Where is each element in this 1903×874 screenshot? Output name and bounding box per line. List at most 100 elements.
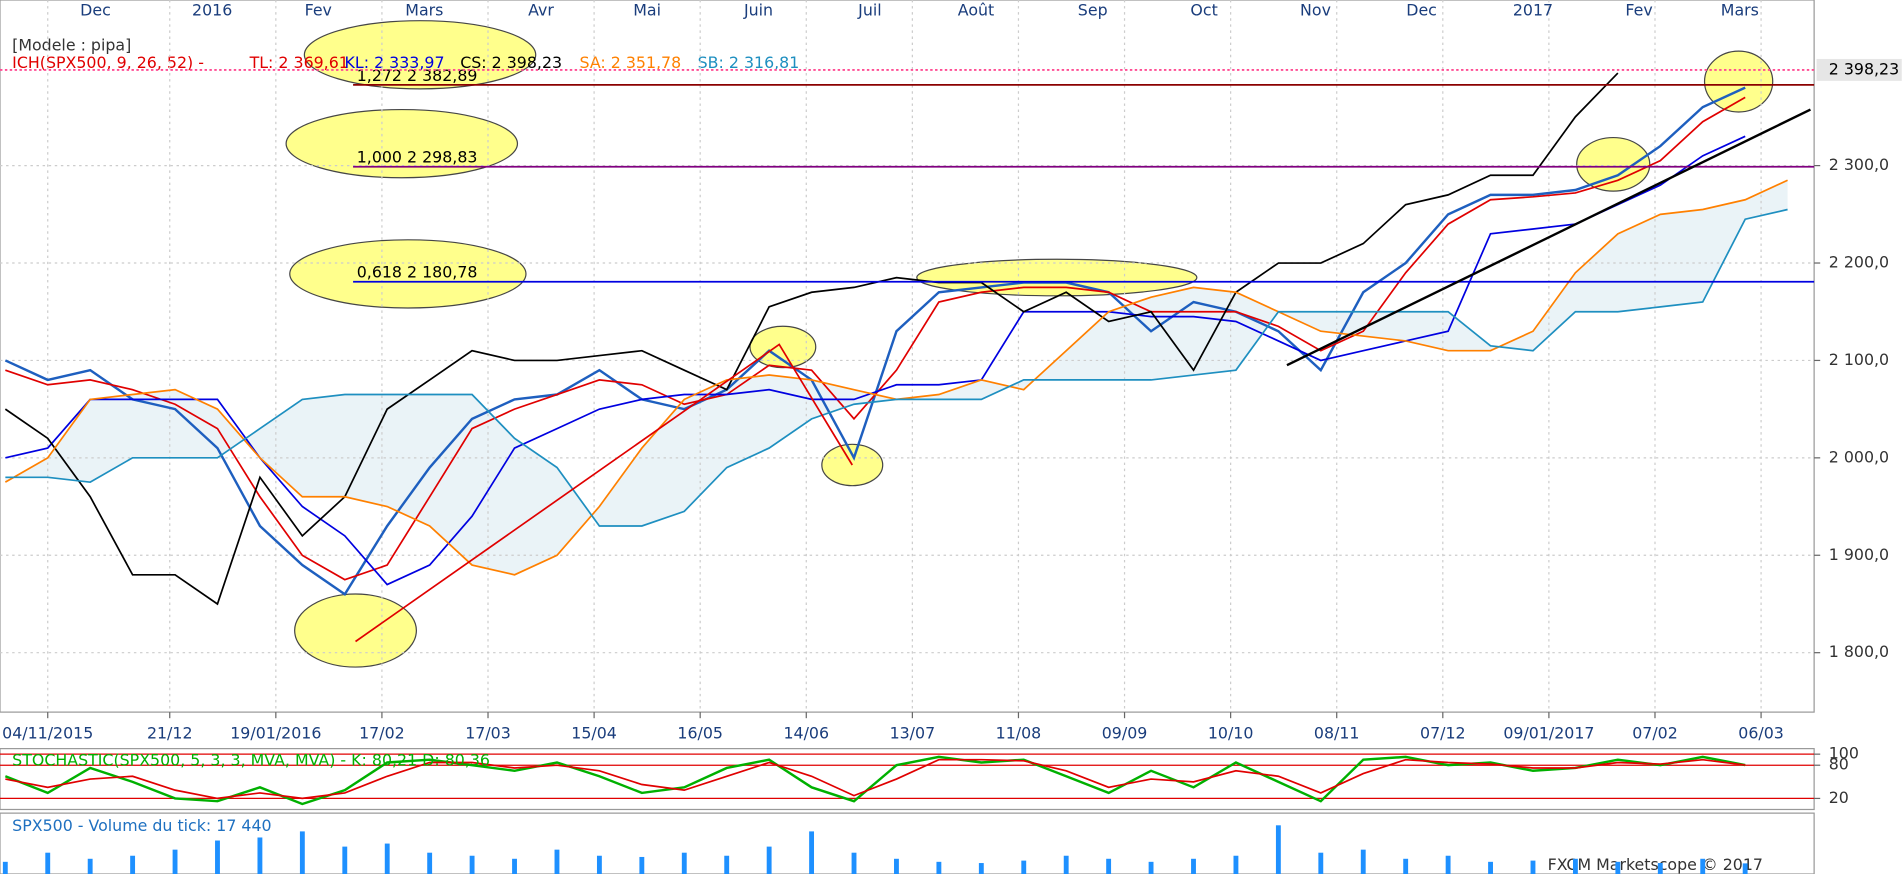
x-tick-label: 09/09	[1102, 724, 1148, 743]
volume-bar	[87, 858, 93, 874]
x-tick-label: 04/11/2015	[2, 724, 93, 743]
series-line	[4, 755, 1746, 806]
x-tick-label: 13/07	[890, 724, 936, 743]
x-tick-label: 14/06	[783, 724, 829, 743]
x-tick-label: 08/11	[1314, 724, 1360, 743]
x-tick-label: 11/08	[996, 724, 1042, 743]
header: [Modele : pipa] ICH(SPX500, 9, 26, 52) -…	[12, 36, 799, 72]
volume-bar	[1148, 861, 1154, 874]
volume-bar	[1530, 860, 1536, 874]
volume-bar	[809, 831, 815, 874]
top-month-label: Fev	[305, 0, 332, 19]
volume-bar	[1318, 852, 1324, 874]
volume-bar	[1063, 855, 1069, 874]
y-tick-label: 2 300,0	[1829, 155, 1889, 174]
highlight-ellipse	[294, 593, 418, 668]
volume-bar	[384, 843, 390, 874]
trend-line	[1286, 108, 1812, 367]
volume-bar	[639, 856, 645, 874]
volume-bar	[2, 861, 8, 874]
cloud-fill	[5, 180, 1788, 575]
model-label: [Modele : pipa]	[12, 36, 131, 55]
y-tick-label: 20	[1829, 788, 1849, 807]
highlight-ellipse	[1576, 136, 1651, 192]
volume-bar	[1021, 860, 1027, 874]
volume-bar	[724, 855, 730, 874]
x-tick-label: 10/10	[1208, 724, 1254, 743]
volume-bar	[894, 858, 899, 874]
volume-bar	[1275, 825, 1281, 874]
volume-bar	[1360, 849, 1366, 874]
top-month-label: Dec	[1406, 0, 1437, 19]
volume-bar	[512, 858, 517, 874]
x-tick-label: 07/12	[1420, 724, 1466, 743]
annotations	[285, 20, 1774, 668]
series-line	[5, 208, 1788, 527]
top-month-label: Août	[958, 0, 994, 19]
volume-bar	[596, 855, 602, 874]
series-line	[5, 758, 1746, 800]
top-month-label: Mars	[405, 0, 443, 19]
volume-bar	[1488, 861, 1493, 874]
volume-bar	[978, 863, 984, 874]
y-tick-label: 2 200,0	[1829, 253, 1889, 272]
top-month-label: Mars	[1721, 0, 1759, 19]
x-tick-label: 06/03	[1738, 724, 1784, 743]
volume-bar	[427, 852, 433, 874]
x-tick-label: 15/04	[571, 724, 617, 743]
volume-bar	[130, 855, 136, 874]
y-tick-label: 1 900,0	[1829, 545, 1889, 564]
x-tick-label: 16/05	[677, 724, 723, 743]
top-month-label: Sep	[1078, 0, 1108, 19]
y-tick-label: 1 800,0	[1829, 642, 1889, 661]
volume-bar	[469, 855, 475, 874]
y-tick-label: 2 100,0	[1829, 350, 1889, 369]
volume-bar	[681, 852, 687, 874]
volume-bar	[257, 837, 263, 874]
legend-entry: TL: 2 369,61	[249, 53, 349, 72]
volume-bar	[215, 840, 220, 874]
volume-bar	[1572, 858, 1578, 874]
x-tick-label: 17/02	[359, 724, 405, 743]
fib-label: 0,618 2 180,78	[357, 263, 478, 282]
series-line	[4, 72, 1619, 606]
legend-entry: SA: 2 351,78	[580, 53, 682, 72]
volume-bar	[45, 852, 51, 874]
top-month-label: Mai	[633, 0, 661, 19]
top-month-label: 2017	[1513, 0, 1553, 19]
footer: FXCM Marketscope © 2017	[1548, 855, 1763, 874]
series-line	[5, 135, 1746, 586]
x-tick-label: 09/01/2017	[1503, 724, 1594, 743]
volume-bar	[1742, 863, 1748, 874]
highlight-ellipse	[285, 108, 519, 179]
legend-entry: KL: 2 333,97	[345, 53, 445, 72]
volume-bar	[342, 846, 348, 874]
x-tick-label: 07/02	[1632, 724, 1678, 743]
x-tick-label: 17/03	[465, 724, 511, 743]
fib-label: 1,000 2 298,83	[357, 148, 478, 167]
volume-bar	[1403, 858, 1409, 874]
x-tick-label: 19/01/2016	[230, 724, 321, 743]
volume-bar	[1615, 861, 1621, 874]
trend-line	[355, 343, 854, 643]
volume-bar	[299, 831, 305, 874]
last-price-label: 2 398,23	[1829, 59, 1899, 78]
highlight-ellipse	[289, 239, 527, 309]
stochastic-panel	[0, 748, 1815, 811]
volume-bar	[554, 849, 560, 874]
volume-bar	[1233, 855, 1239, 874]
volume-bar	[1191, 858, 1196, 874]
legend-entry: SB: 2 316,81	[698, 53, 800, 72]
panel-title: SPX500 - Volume du tick: 17 440	[12, 816, 271, 835]
x-tick-label: 21/12	[147, 724, 193, 743]
volume-bar	[1106, 858, 1112, 874]
volume-bar	[851, 852, 857, 874]
volume-bar	[1445, 855, 1451, 874]
volume-bar	[936, 861, 942, 874]
volume-bar	[172, 849, 178, 874]
volume-panel	[0, 812, 1815, 874]
top-month-label: Nov	[1300, 0, 1331, 19]
top-month-label: Dec	[80, 0, 111, 19]
top-month-label: Juin	[743, 0, 773, 19]
